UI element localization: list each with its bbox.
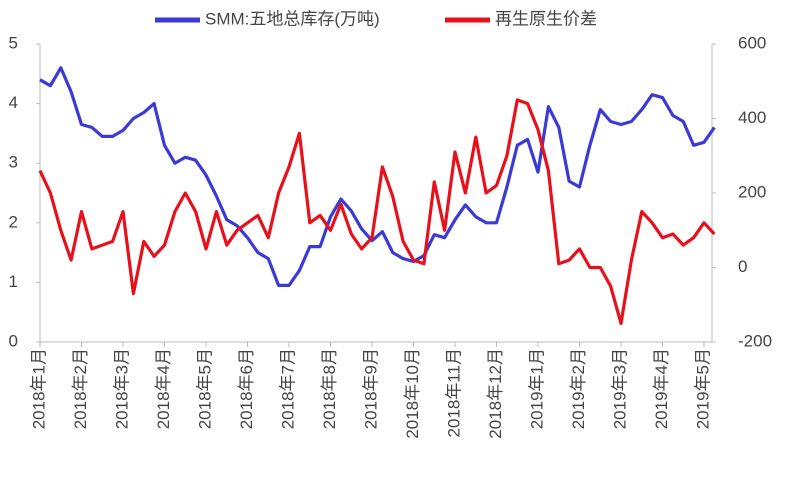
x-tick-label: 2019年1月 xyxy=(527,348,546,429)
y-tick-label: 3 xyxy=(9,153,18,172)
x-tick-label: 2018年10月 xyxy=(403,348,422,439)
y2-tick-label: 600 xyxy=(738,33,766,52)
x-tick-label: 2018年3月 xyxy=(112,348,131,429)
legend-label: SMM:五地总库存(万吨) xyxy=(205,9,380,28)
y2-tick-label: 0 xyxy=(738,257,747,276)
series-line xyxy=(38,98,716,325)
y2-tick-label: 400 xyxy=(738,108,766,127)
series-line xyxy=(39,66,716,287)
x-tick-label: 2018年4月 xyxy=(154,348,173,429)
y-tick-label: 5 xyxy=(9,33,18,52)
y2-tick-label: -200 xyxy=(738,331,772,350)
x-tick-label: 2018年5月 xyxy=(195,348,214,429)
y-tick-label: 1 xyxy=(9,272,18,291)
x-tick-label: 2019年4月 xyxy=(652,348,671,429)
x-tick-label: 2018年9月 xyxy=(361,348,380,429)
x-tick-label: 2018年8月 xyxy=(320,348,339,429)
y2-tick-label: 200 xyxy=(738,182,766,201)
x-tick-label: 2018年1月 xyxy=(29,348,48,429)
y-tick-label: 0 xyxy=(9,331,18,350)
x-tick-label: 2019年5月 xyxy=(693,348,712,429)
x-tick-label: 2018年2月 xyxy=(71,348,90,429)
x-tick-label: 2018年12月 xyxy=(486,348,505,439)
legend-label: 再生原生价差 xyxy=(495,9,597,28)
x-tick-label: 2019年3月 xyxy=(610,348,629,429)
x-tick-label: 2018年11月 xyxy=(444,348,463,437)
y-tick-label: 4 xyxy=(9,93,18,112)
y-tick-label: 2 xyxy=(9,212,18,231)
x-tick-label: 2018年6月 xyxy=(237,348,256,429)
x-tick-label: 2018年7月 xyxy=(278,348,297,429)
x-tick-label: 2019年2月 xyxy=(569,348,588,429)
